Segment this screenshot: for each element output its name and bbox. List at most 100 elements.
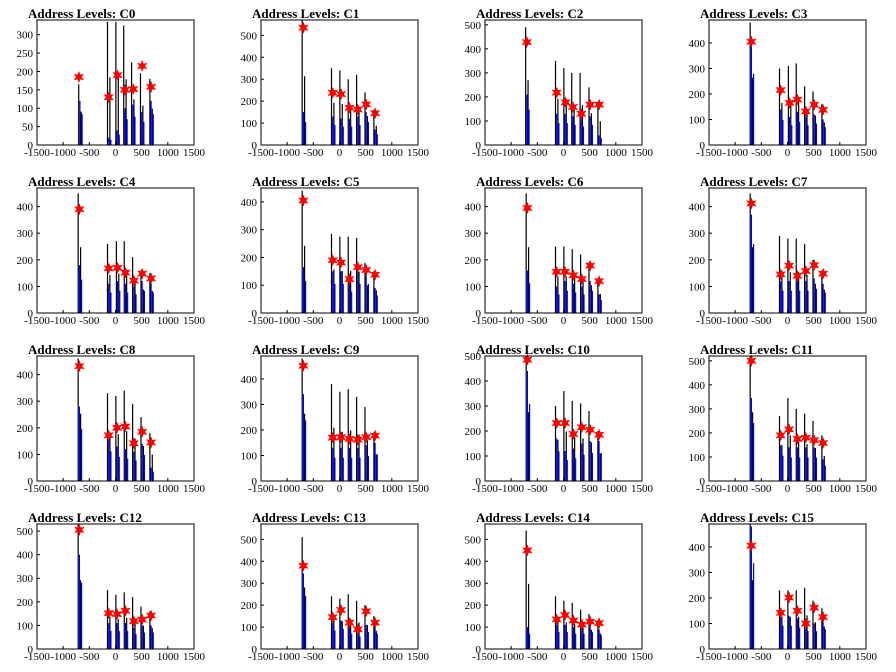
x-tick-label: 0 <box>113 483 119 495</box>
x-tick-label: 0 <box>785 651 791 663</box>
x-tick-label: -500 <box>751 315 772 327</box>
x-tick-label: -1000 <box>274 315 300 327</box>
x-tick-label: 500 <box>581 651 598 663</box>
y-tick-label: 100 <box>689 618 706 630</box>
x-tick-label: 0 <box>561 147 567 159</box>
x-tick-label: 1000 <box>381 483 404 495</box>
peak-star-icon <box>746 35 757 48</box>
peak-star-icon <box>335 431 347 444</box>
peak-star-icon <box>559 265 571 278</box>
peak-star-icon <box>775 268 786 281</box>
plot-frame <box>484 523 643 650</box>
peak-star-icon <box>128 274 140 287</box>
x-tick-label: 1000 <box>829 147 852 159</box>
peak-star-icon <box>327 431 338 444</box>
peak-star-icon <box>551 265 562 278</box>
peak-star-icon <box>576 272 588 285</box>
panel-title: Address Levels: C9 <box>252 342 360 357</box>
panel-c4: Address Levels: C4 0 100 200 300 400 -1500 -100… <box>17 174 206 327</box>
y-tick-label: 300 <box>689 63 706 75</box>
peak-star-icon <box>808 259 820 272</box>
peak-star-icon <box>593 617 605 630</box>
peak-star-icon <box>746 197 757 210</box>
peak-star-icon <box>576 107 587 120</box>
panel-c7: Address Levels: C7 0 100 200 300 400 -1500 -100… <box>689 174 878 327</box>
x-tick-label: 1000 <box>157 483 180 495</box>
panel-title: Address Levels: C12 <box>28 510 142 525</box>
peak-star-icon <box>136 267 148 280</box>
y-tick-label: 200 <box>689 428 706 440</box>
y-tick-label: 300 <box>465 578 482 590</box>
plot-frame <box>708 19 867 146</box>
x-tick-label: 0 <box>337 315 343 327</box>
x-tick-label: -1000 <box>498 483 524 495</box>
y-tick-label: 200 <box>241 425 258 437</box>
peak-star-icon <box>119 83 131 96</box>
y-tick-label: 0 <box>28 476 34 488</box>
x-tick-label: -1500 <box>696 315 722 327</box>
peak-star-icon <box>559 416 571 430</box>
peak-star-icon <box>817 436 829 450</box>
peak-star-icon <box>551 613 562 626</box>
peak-star-icon <box>352 433 364 446</box>
y-tick-label: 200 <box>465 600 482 612</box>
y-tick-label: 300 <box>689 228 706 240</box>
peak-star-icon <box>559 608 571 622</box>
y-tick-label: 300 <box>465 228 482 240</box>
panel-title: Address Levels: C8 <box>28 342 136 357</box>
peak-star-icon <box>584 423 596 436</box>
panel-title: Address Levels: C4 <box>28 174 136 189</box>
y-tick-label: 50 <box>22 122 34 134</box>
x-tick-label: -500 <box>79 147 100 159</box>
y-tick-label: 100 <box>17 449 34 461</box>
peak-star-icon <box>335 256 347 269</box>
x-tick-label: 500 <box>805 147 822 159</box>
peak-star-icon <box>551 416 562 430</box>
peak-star-icon <box>74 360 85 373</box>
x-tick-label: 500 <box>805 651 822 663</box>
panel-c2: Address Levels: C20100200300400500-1500-… <box>465 6 654 159</box>
peak-star-icon <box>352 261 364 274</box>
peak-star-icon <box>568 269 579 282</box>
y-tick-label: 300 <box>17 30 34 42</box>
plot-frame <box>36 355 195 482</box>
y-tick-label: 500 <box>465 351 482 363</box>
y-tick-label: 400 <box>17 370 34 382</box>
x-tick-label: 1500 <box>855 651 878 663</box>
x-tick-label: -500 <box>79 483 100 495</box>
y-tick-label: 400 <box>689 542 706 554</box>
peak-star-icon <box>369 268 381 281</box>
x-tick-label: 500 <box>581 315 598 327</box>
peak-star-icon <box>775 606 786 619</box>
x-tick-label: 1000 <box>157 315 180 327</box>
y-tick-label: 100 <box>689 281 706 293</box>
x-tick-label: -1500 <box>248 147 274 159</box>
peak-star-icon <box>783 591 795 604</box>
y-tick-label: 500 <box>465 20 482 32</box>
x-tick-label: 1000 <box>157 147 180 159</box>
x-tick-label: -1500 <box>24 651 50 663</box>
peak-star-icon <box>103 607 114 620</box>
y-tick-label: 0 <box>252 476 258 488</box>
x-tick-label: -1000 <box>50 651 76 663</box>
y-tick-label: 400 <box>17 550 34 562</box>
peak-star-icon <box>576 421 588 434</box>
y-tick-label: 200 <box>689 255 706 267</box>
x-tick-label: 1000 <box>605 315 628 327</box>
x-tick-label: 500 <box>357 483 374 495</box>
x-tick-label: -1500 <box>472 651 498 663</box>
y-tick-label: 0 <box>700 476 706 488</box>
peak-star-icon <box>344 273 355 286</box>
peak-star-icon <box>344 101 355 114</box>
peak-star-icon <box>800 264 812 278</box>
y-tick-label: 500 <box>241 30 258 42</box>
peak-star-icon <box>593 275 605 288</box>
x-tick-label: -1500 <box>24 483 50 495</box>
panel-title: Address Levels: C7 <box>700 174 808 189</box>
peak-star-icon <box>136 59 148 72</box>
peak-star-icon <box>808 98 820 111</box>
panel-c5: Address Levels: C5 0 100 200 300 400 -1500 -100… <box>241 174 430 327</box>
x-tick-label: 1000 <box>605 147 628 159</box>
x-tick-label: 1000 <box>829 483 852 495</box>
y-tick-label: 0 <box>476 140 482 152</box>
